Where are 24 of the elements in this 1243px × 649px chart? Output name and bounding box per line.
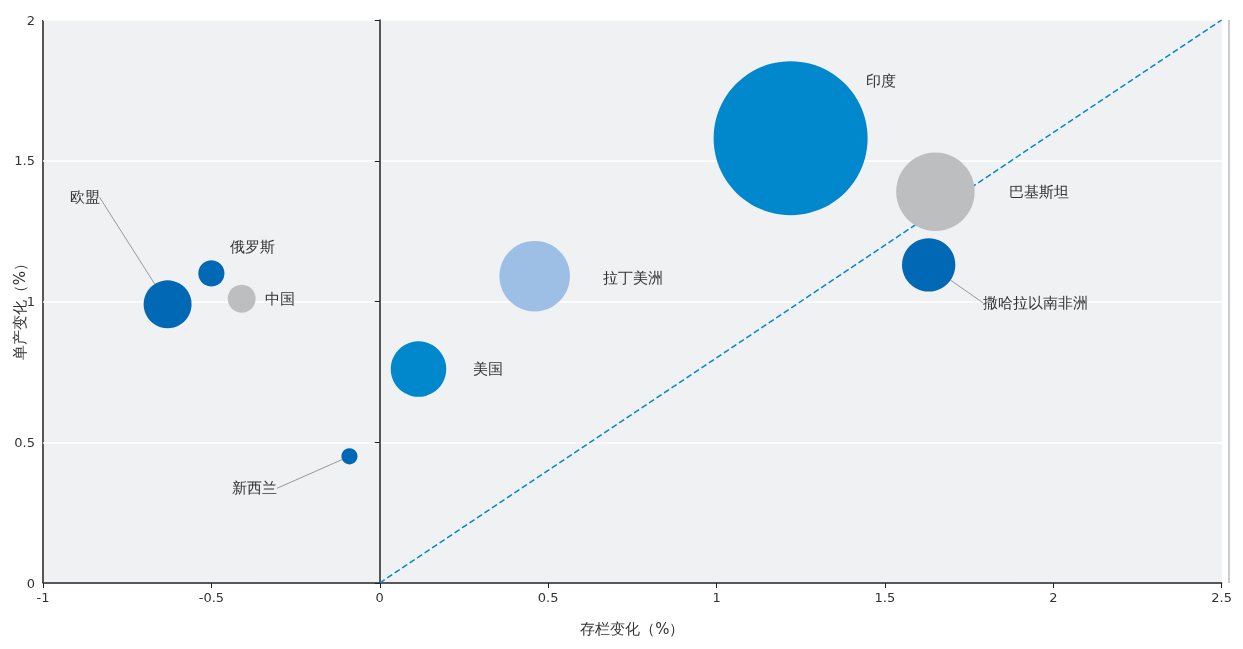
- series-label: 印度: [865, 72, 896, 91]
- y-tick-label: 1: [26, 294, 35, 309]
- y-tick-label: 2: [26, 12, 35, 28]
- series-label: 美国: [473, 360, 504, 379]
- y-tick-label: 0: [26, 575, 35, 591]
- x-tick-label: -1: [36, 590, 50, 605]
- y-axis-title: 单产变化（%）: [10, 255, 29, 361]
- text: 新西兰: [231, 479, 277, 498]
- x-axis-title: 存栏变化（%）: [580, 619, 685, 638]
- x-tick-label: 2.5: [1211, 590, 1233, 605]
- text: 拉丁美洲: [602, 269, 663, 288]
- series-label: 俄罗斯: [229, 238, 275, 257]
- text: 巴基斯坦: [1009, 182, 1070, 201]
- text: 欧盟: [69, 188, 100, 207]
- x-tick-label: 0.5: [537, 590, 559, 605]
- y-tick-label: 0.5: [14, 434, 35, 450]
- x-tick-label: 1.5: [874, 590, 896, 605]
- series-label: 中国: [264, 289, 295, 308]
- x-tick-label: -0.5: [198, 590, 225, 605]
- x-tick-label: 2: [1049, 590, 1058, 605]
- y-tick-label: 1.5: [14, 153, 35, 169]
- text: 撒哈拉以南非洲: [983, 293, 1089, 312]
- x-tick-label: 0: [375, 590, 384, 605]
- x-tick-label: 1: [712, 590, 721, 605]
